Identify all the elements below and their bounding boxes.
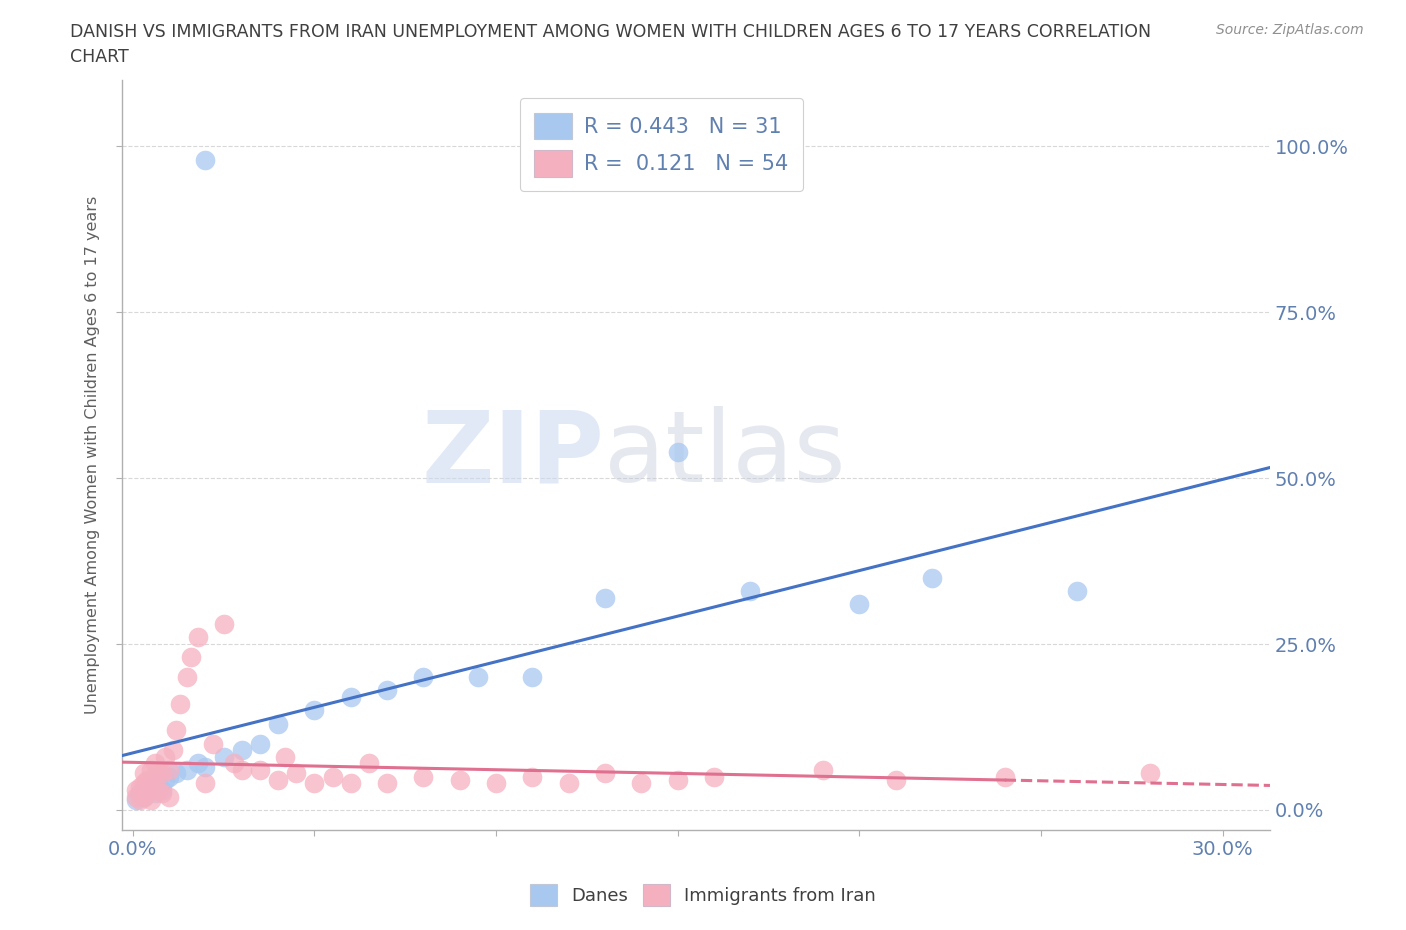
Point (666, 445, 689, 459)
Point (740, 583, 762, 598)
Point (129, 792, 152, 807)
Point (187, 630, 209, 644)
Point (155, 750, 177, 764)
Point (666, 773, 689, 788)
Point (848, 597, 870, 612)
Point (187, 756, 209, 771)
Point (143, 756, 166, 771)
Point (132, 776, 155, 790)
Point (125, 792, 148, 807)
Text: atlas: atlas (605, 406, 845, 503)
Text: DANISH VS IMMIGRANTS FROM IRAN UNEMPLOYMENT AMONG WOMEN WITH CHILDREN AGES 6 TO : DANISH VS IMMIGRANTS FROM IRAN UNEMPLOYM… (70, 23, 1152, 41)
Point (180, 650, 202, 665)
Point (249, 737, 271, 751)
Point (994, 769, 1017, 784)
Point (146, 782, 169, 797)
Point (194, 153, 217, 167)
Point (522, 670, 544, 684)
Point (194, 759, 217, 774)
Point (143, 786, 166, 801)
Point (357, 756, 380, 771)
Point (150, 766, 173, 781)
Point (485, 776, 508, 790)
Point (157, 763, 180, 777)
Point (375, 683, 398, 698)
Point (375, 776, 398, 790)
Point (157, 769, 180, 784)
Legend: R = 0.443   N = 31, R =  0.121   N = 54: R = 0.443 N = 31, R = 0.121 N = 54 (520, 98, 803, 192)
Point (285, 766, 308, 781)
Point (146, 776, 169, 790)
Point (194, 776, 217, 790)
Point (143, 769, 166, 784)
Point (129, 786, 152, 801)
Point (150, 786, 173, 801)
Point (129, 779, 152, 794)
Point (811, 763, 834, 777)
Point (150, 782, 173, 797)
Point (267, 716, 290, 731)
Point (921, 570, 943, 585)
Point (703, 769, 725, 784)
Text: CHART: CHART (70, 48, 129, 66)
Point (231, 743, 253, 758)
Point (165, 723, 187, 737)
Point (132, 766, 155, 781)
Point (593, 766, 616, 781)
Point (139, 763, 162, 777)
Point (136, 773, 159, 788)
Point (132, 790, 155, 804)
Text: Source: ZipAtlas.com: Source: ZipAtlas.com (1216, 23, 1364, 37)
Point (1066, 583, 1088, 598)
Point (155, 773, 177, 788)
Point (339, 690, 361, 705)
Point (136, 782, 159, 797)
Point (1139, 766, 1161, 781)
Point (212, 750, 235, 764)
Point (449, 773, 471, 788)
Point (125, 790, 148, 804)
Point (884, 773, 907, 788)
Point (162, 743, 184, 758)
Point (157, 790, 180, 804)
Point (224, 756, 246, 771)
Text: ZIP: ZIP (422, 406, 605, 503)
Point (165, 766, 187, 781)
Point (139, 792, 162, 807)
Point (136, 786, 159, 801)
Point (304, 776, 326, 790)
Point (212, 617, 235, 631)
Point (125, 782, 148, 797)
Point (274, 750, 297, 764)
Point (169, 697, 191, 711)
Point (231, 763, 253, 777)
Point (139, 779, 162, 794)
Point (304, 703, 326, 718)
Point (630, 776, 652, 790)
Y-axis label: Unemployment Among Women with Children Ages 6 to 17 years: Unemployment Among Women with Children A… (86, 196, 100, 714)
Point (322, 769, 344, 784)
Point (267, 773, 290, 788)
Point (339, 776, 361, 790)
Point (593, 591, 616, 605)
Point (522, 769, 544, 784)
Point (146, 763, 169, 777)
Point (557, 776, 579, 790)
Legend: Danes, Immigrants from Iran: Danes, Immigrants from Iran (523, 877, 883, 913)
Point (176, 670, 198, 684)
Point (412, 670, 434, 684)
Point (201, 737, 224, 751)
Point (249, 763, 271, 777)
Point (412, 769, 434, 784)
Point (132, 790, 155, 804)
Point (467, 670, 489, 684)
Point (176, 763, 198, 777)
Point (139, 779, 162, 794)
